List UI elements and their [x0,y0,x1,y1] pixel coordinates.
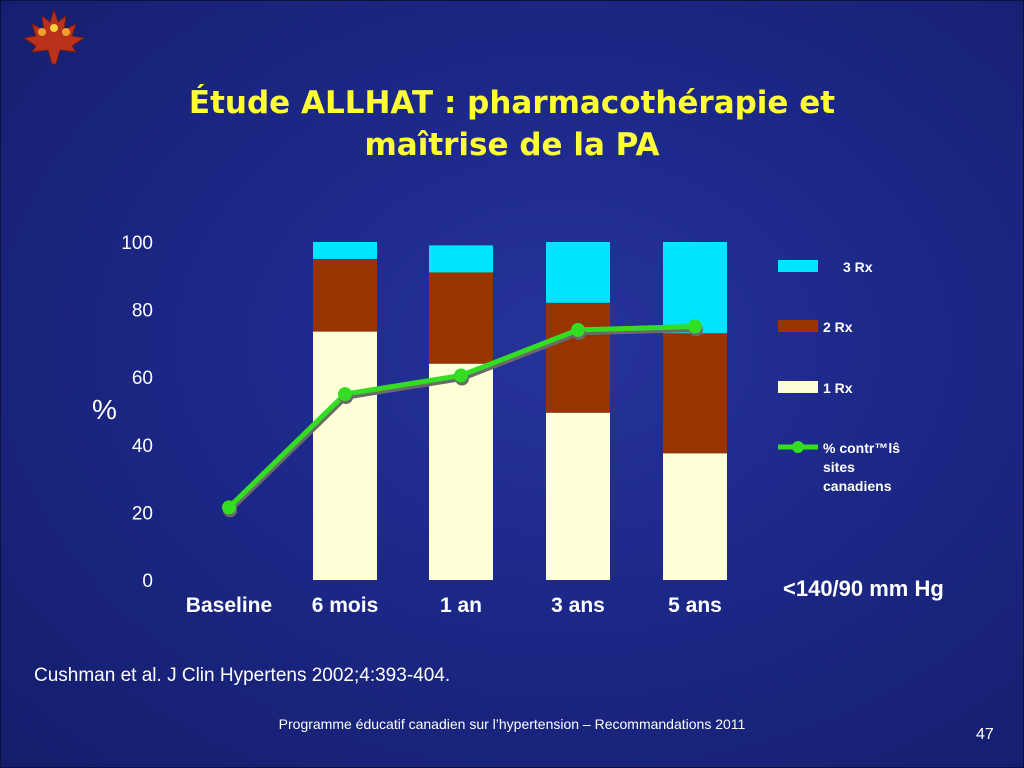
x-tick-label: 5 ans [668,594,722,617]
y-tick-label: 100 [121,233,153,254]
bar-2-rx [546,302,610,413]
y-tick-label: 20 [132,503,153,524]
bar-3-rx [429,245,493,273]
legend-line-marker [792,441,804,453]
legend-label: 2 Rx [823,319,853,335]
y-tick-label: 40 [132,436,153,457]
line-point [688,319,702,334]
legend-label: % contr™lŝ [823,440,900,456]
legend-label: sites [823,459,855,475]
bar-1-rx [546,412,610,580]
bar-1-rx [313,331,377,580]
legend-label: canadiens [823,478,892,494]
line-point [571,322,585,337]
bar-2-rx [663,333,727,454]
bar-3-rx [313,242,377,259]
legend-swatch [778,381,818,393]
bar-2-rx [429,272,493,364]
page-number: 47 [976,726,994,743]
x-tick-label: 1 an [440,594,482,617]
x-tick-label: 6 mois [312,594,379,617]
bar-3-rx [546,242,610,303]
line-point [454,368,468,383]
legend-label: 1 Rx [823,380,853,396]
y-axis-label: % [92,394,117,425]
maple-leaf-icon [22,8,86,65]
reference-citation: Cushman et al. J Clin Hypertens 2002;4:3… [34,665,451,686]
bar-1-rx [429,363,493,580]
y-tick-label: 60 [132,368,153,389]
legend-label: 3 Rx [843,259,873,275]
line-point [338,387,352,402]
bar-2-rx [313,258,377,332]
y-tick-label: 80 [132,301,153,322]
legend-swatch [778,260,818,272]
line-point [222,500,236,515]
bar-3-rx [663,242,727,334]
bar-1-rx [663,453,727,580]
x-tick-label: 3 ans [551,594,605,617]
footer-text: Programme éducatif canadien sur l’hypert… [278,716,746,732]
slide-title-line-1: Étude ALLHAT : pharmacothérapie et [188,85,836,121]
legend-swatch [778,320,818,332]
y-tick-label: 0 [142,571,153,592]
x-tick-label: Baseline [186,594,272,617]
threshold-label: <140/90 mm Hg [783,576,944,601]
slide-title-line-2: maîtrise de la PA [364,127,660,163]
